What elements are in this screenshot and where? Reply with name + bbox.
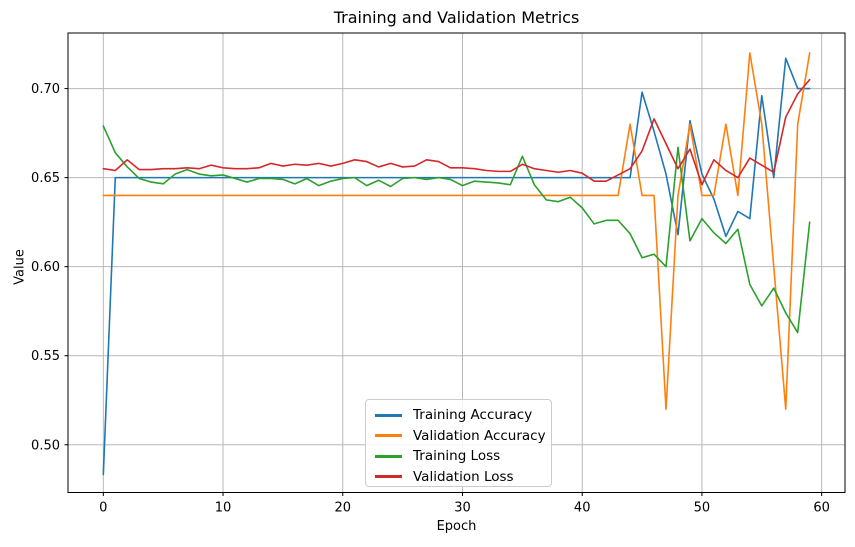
legend-line-validation-loss-icon [375,475,402,479]
x-tick-label: 0 [99,501,107,516]
legend-line-training-accuracy-icon [375,413,402,417]
legend-label: Training Accuracy [413,407,533,424]
x-axis-label: Epoch [436,519,477,534]
legend-item-training-loss: Training Loss [366,446,551,467]
series-validation-loss-line [102,78,811,186]
series-training-loss-line [102,125,811,334]
x-tick-label: 30 [454,501,471,516]
legend-label: Training Loss [413,448,501,465]
legend: Training Accuracy Validation Accuracy Trai… [365,399,552,487]
legend-item-validation-accuracy: Validation Accuracy [366,426,551,447]
series-validation-accuracy-line [102,52,811,410]
y-tick-label: 0.60 [31,260,60,275]
y-tick-label: 0.50 [31,438,60,453]
x-tick-label: 10 [215,501,232,516]
x-tick-label: 50 [694,501,711,516]
legend-label: Validation Loss [413,468,514,485]
legend-label: Validation Accuracy [413,427,546,444]
y-tick-label: 0.70 [31,82,60,97]
x-tick-label: 60 [813,501,830,516]
x-tick-label: 40 [574,501,591,516]
legend-line-training-loss-icon [375,454,402,458]
x-tick-label: 20 [334,501,351,516]
legend-item-validation-loss: Validation Loss [366,467,551,488]
y-tick-label: 0.65 [31,171,60,186]
y-tick-label: 0.55 [31,349,60,364]
legend-item-training-accuracy: Training Accuracy [366,405,551,426]
series-training-accuracy-line [102,57,811,476]
legend-line-validation-accuracy-icon [375,434,402,438]
chart-title: Training and Validation Metrics [333,8,580,27]
axes-frame [67,32,846,493]
